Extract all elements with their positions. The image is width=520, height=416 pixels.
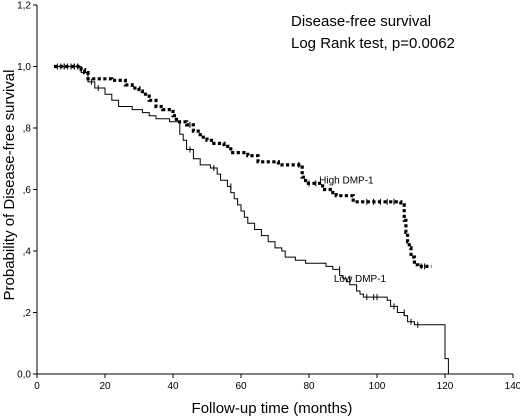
chart-title: Disease-free survival xyxy=(291,13,431,30)
x-tick-label: 0 xyxy=(34,381,40,392)
x-tick-label: 80 xyxy=(303,381,315,392)
x-axis-title: Follow-up time (months) xyxy=(192,400,353,416)
y-tick-label: ,2 xyxy=(23,308,32,319)
series-label-low-dmp-1: Low DMP-1 xyxy=(334,274,387,285)
y-tick-label: ,4 xyxy=(23,247,32,258)
chart-subtitle: Log Rank test, p=0.0062 xyxy=(291,35,455,52)
x-tick-label: 20 xyxy=(99,381,111,392)
series-layer: High DMP-1 Low DMP-1 xyxy=(54,63,449,374)
x-tick-label: 100 xyxy=(369,381,386,392)
y-tick-label: 0,0 xyxy=(17,370,31,381)
y-axis-title: Probability of Disease-free survival xyxy=(1,70,18,301)
y-tick-label: 1,0 xyxy=(17,62,31,73)
y-tick-label: ,8 xyxy=(23,124,32,135)
x-tick-label: 40 xyxy=(167,381,179,392)
series-line-low-dmp-1 xyxy=(54,66,449,374)
y-tick-label: ,6 xyxy=(23,185,32,196)
axes: 0 20 40 60 80 100 120 140 0,0 ,2 ,4 ,6 ,8 1,0 1,2 xyxy=(17,1,520,393)
y-tick-label: 1,2 xyxy=(17,1,31,12)
series-line-high-dmp-1 xyxy=(54,64,432,268)
x-tick-label: 120 xyxy=(437,381,454,392)
x-tick-label: 60 xyxy=(235,381,247,392)
series-label-high-dmp-1: High DMP-1 xyxy=(319,175,374,186)
x-tick-label: 140 xyxy=(505,381,520,392)
